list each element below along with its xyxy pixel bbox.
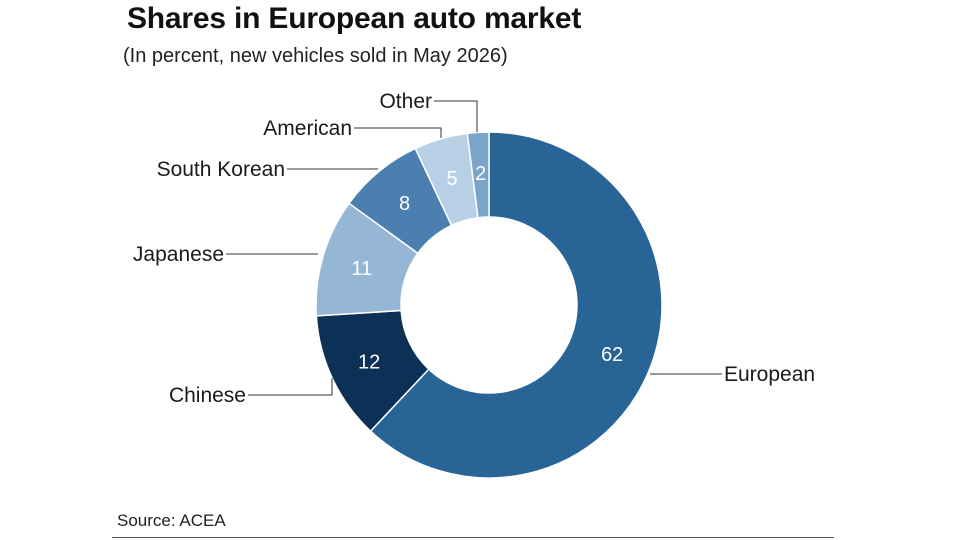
value-label-chinese: 12	[358, 351, 380, 373]
category-label-other: Other	[379, 90, 432, 113]
value-label-american: 5	[446, 168, 457, 190]
value-label-japanese: 11	[351, 258, 372, 280]
value-label-south-korean: 8	[399, 193, 410, 215]
slice-other	[466, 131, 490, 219]
value-label-other: 2	[475, 163, 486, 185]
chart-subtitle: (In percent, new vehicles sold in May 20…	[123, 45, 508, 67]
leader-line-other	[434, 100, 478, 132]
bottom-rule	[112, 537, 834, 538]
donut-slices	[315, 131, 663, 479]
category-label-south-korean: South Korean	[157, 158, 285, 181]
category-label-chinese: Chinese	[169, 384, 246, 407]
slice-value-labels: 62 12 11 8 5 2	[351, 163, 623, 374]
category-labels: European Chinese Japanese South Korean Ameri…	[133, 90, 815, 407]
category-label-japanese: Japanese	[133, 243, 224, 266]
value-label-european: 62	[601, 344, 623, 366]
leader-lines	[226, 100, 722, 396]
chart-title: Shares in European auto market	[127, 2, 582, 35]
source-note: Source: ACEA	[117, 511, 226, 530]
slice-european	[369, 131, 663, 479]
category-label-american: American	[263, 117, 352, 140]
leader-line-chinese	[248, 378, 333, 396]
category-label-european: European	[724, 363, 815, 386]
leader-line-american	[354, 127, 442, 138]
